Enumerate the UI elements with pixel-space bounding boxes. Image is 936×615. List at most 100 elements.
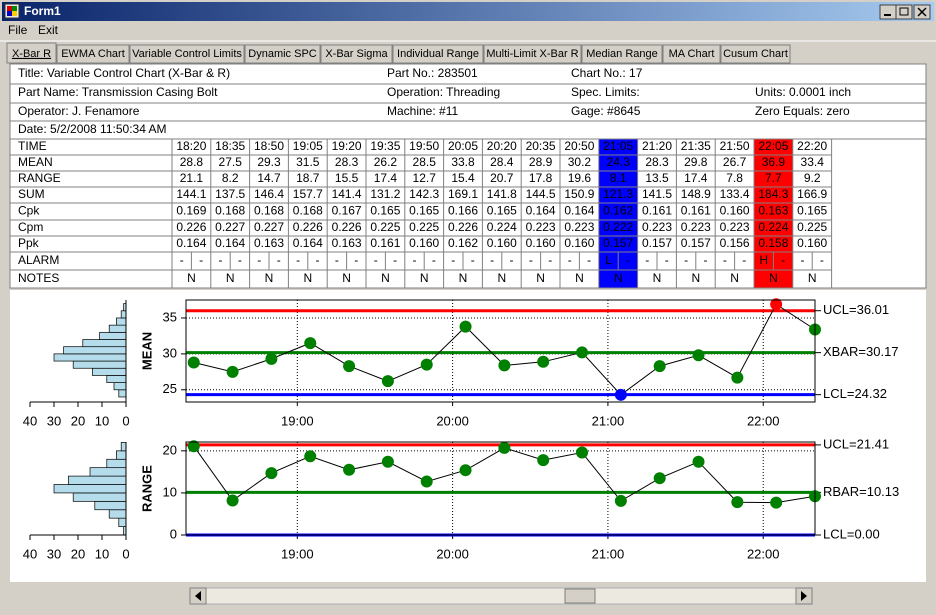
alarm-cell: - bbox=[413, 253, 417, 267]
histogram-bar bbox=[53, 484, 127, 494]
row-label: TIME bbox=[18, 139, 47, 153]
x-tick-label: 20 bbox=[71, 546, 85, 561]
header-field: Operation: Threading bbox=[387, 85, 500, 99]
maximize-button[interactable] bbox=[895, 4, 913, 20]
table-cell: 22:05 bbox=[758, 139, 788, 153]
tab[interactable] bbox=[6, 42, 57, 64]
histogram-bar bbox=[108, 509, 127, 519]
scroll-thumb[interactable] bbox=[564, 588, 596, 604]
table-cell: N bbox=[614, 271, 623, 285]
table-cell: 19:20 bbox=[332, 139, 362, 153]
tab-label: EWMA Chart bbox=[61, 48, 125, 60]
table-cell: 12.7 bbox=[413, 171, 437, 185]
x-tick-label: 21:00 bbox=[592, 546, 625, 561]
alarm-cell: - bbox=[277, 253, 281, 267]
table-cell: 18:35 bbox=[215, 139, 245, 153]
tab[interactable] bbox=[581, 44, 663, 64]
menu-item[interactable]: Exit bbox=[38, 23, 59, 37]
tab-label: MA Chart bbox=[669, 48, 715, 60]
table-cell: 0.226 bbox=[332, 220, 362, 234]
tab[interactable] bbox=[483, 44, 582, 64]
data-point bbox=[381, 455, 394, 468]
table-cell: 21:50 bbox=[720, 139, 750, 153]
data-point bbox=[770, 496, 783, 509]
table-cell: 0.161 bbox=[370, 236, 400, 250]
table-cell: 0.158 bbox=[758, 236, 788, 250]
tab[interactable] bbox=[320, 44, 393, 64]
table-cell: 0.156 bbox=[720, 236, 750, 250]
table-cell: N bbox=[342, 271, 351, 285]
menu-item[interactable]: File bbox=[8, 23, 28, 37]
table-cell: 0.168 bbox=[293, 204, 323, 218]
header-field: Units: 0.0001 inch bbox=[755, 85, 851, 99]
table-cell: 0.164 bbox=[564, 204, 594, 218]
table-cell: 20:50 bbox=[564, 139, 594, 153]
table-cell: 19:05 bbox=[293, 139, 323, 153]
data-point bbox=[498, 441, 511, 454]
histogram-bar bbox=[94, 500, 127, 511]
table-cell: 0.160 bbox=[720, 204, 750, 218]
tab[interactable] bbox=[129, 44, 245, 64]
alarm-cell: - bbox=[529, 253, 533, 267]
alarm-cell: - bbox=[684, 253, 688, 267]
table-cell: 19:50 bbox=[409, 139, 439, 153]
data-point bbox=[304, 450, 317, 463]
limit-label: XBAR=30.17 bbox=[823, 344, 899, 359]
tab[interactable] bbox=[662, 44, 721, 64]
y-tick-label: 20 bbox=[163, 442, 177, 457]
data-point bbox=[226, 494, 239, 507]
data-point bbox=[498, 359, 511, 372]
table-cell: N bbox=[769, 271, 778, 285]
table-cell: 0.225 bbox=[409, 220, 439, 234]
tab[interactable] bbox=[56, 44, 130, 64]
scroll-track[interactable] bbox=[189, 587, 813, 605]
limit-label: LCL=0.00 bbox=[823, 526, 880, 541]
histogram-bar bbox=[99, 331, 127, 340]
minimize-button[interactable] bbox=[879, 4, 897, 20]
row-label: NOTES bbox=[18, 271, 59, 285]
histogram-bar bbox=[120, 310, 127, 319]
histogram-bar bbox=[106, 375, 127, 383]
table-cell: 0.165 bbox=[487, 204, 517, 218]
table-cell: 9.2 bbox=[804, 171, 821, 185]
tab-label: X-Bar R bbox=[12, 48, 51, 60]
table-cell: 0.164 bbox=[215, 236, 245, 250]
data-point bbox=[731, 496, 744, 509]
table-cell: 22:20 bbox=[797, 139, 827, 153]
table-cell: 21.1 bbox=[180, 171, 204, 185]
row-label: MEAN bbox=[18, 155, 53, 169]
data-point bbox=[343, 360, 356, 373]
row-label: Cpm bbox=[18, 220, 43, 234]
data-point bbox=[381, 375, 394, 388]
table-cell: 18:50 bbox=[254, 139, 284, 153]
table-cell: 28.9 bbox=[529, 155, 553, 169]
tab[interactable] bbox=[244, 44, 321, 64]
data-point bbox=[614, 494, 627, 507]
alarm-cell: - bbox=[820, 253, 824, 267]
data-point bbox=[226, 365, 239, 378]
table-cell: 0.227 bbox=[215, 220, 245, 234]
table-cell: 142.3 bbox=[409, 187, 439, 201]
tab[interactable] bbox=[392, 44, 484, 64]
table-cell: 0.162 bbox=[448, 236, 478, 250]
table-cell: 17.4 bbox=[374, 171, 398, 185]
row-label: Cpk bbox=[18, 204, 40, 218]
histogram-bar bbox=[106, 458, 127, 469]
table-cell: 7.8 bbox=[726, 171, 743, 185]
tab-label: Cusum Chart bbox=[723, 48, 788, 60]
x-tick-label: 30 bbox=[47, 413, 61, 428]
table-cell: N bbox=[730, 271, 739, 285]
x-tick-label: 20:00 bbox=[436, 546, 469, 561]
table-cell: 0.227 bbox=[254, 220, 284, 234]
tab[interactable] bbox=[720, 44, 791, 64]
plot-frame bbox=[185, 299, 816, 403]
row-label: Ppk bbox=[18, 236, 40, 250]
scrollbar bbox=[189, 587, 813, 605]
data-point bbox=[459, 464, 472, 477]
alarm-cell: - bbox=[238, 253, 242, 267]
maximize-icon bbox=[899, 7, 909, 16]
x-tick-label: 19:00 bbox=[281, 546, 314, 561]
header-field: Operator: J. Fenamore bbox=[18, 104, 140, 118]
table-cell: 0.160 bbox=[797, 236, 827, 250]
